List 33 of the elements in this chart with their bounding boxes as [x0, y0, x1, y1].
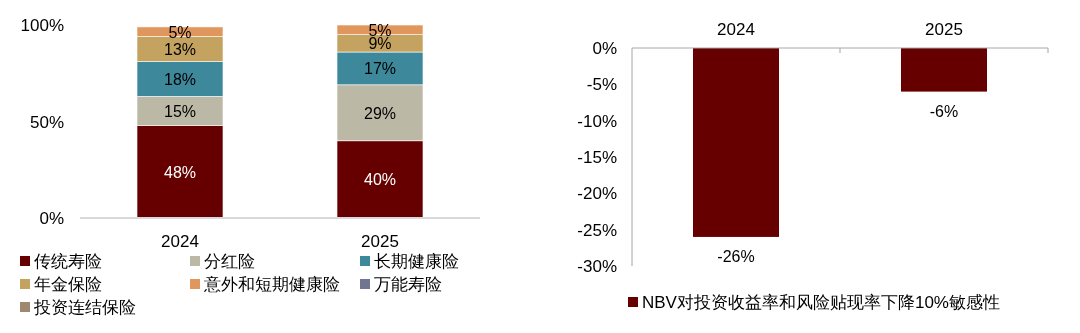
data-label: 18%	[163, 71, 197, 89]
data-label: 48%	[163, 163, 197, 181]
data-label: 5%	[168, 23, 192, 41]
x-tick-label: 2024	[717, 20, 755, 39]
y-tick-label: -10%	[577, 111, 617, 131]
x-tick-label: 2025	[925, 20, 963, 39]
x-tick-label: 2024	[161, 232, 199, 251]
y-tick-label: -20%	[577, 184, 617, 204]
y-tick-label: 100%	[20, 16, 64, 35]
data-label: -6%	[929, 102, 959, 120]
legend-label: 年金保险	[34, 275, 102, 294]
data-label: 13%	[163, 41, 197, 59]
data-label: 29%	[363, 104, 397, 122]
legend-label: 万能寿险	[374, 275, 442, 294]
data-label: 17%	[363, 60, 397, 78]
data-label: 40%	[363, 171, 397, 189]
legend-label: 意外和短期健康险	[203, 275, 340, 294]
legend-label: NBV对投资收益率和风险贴现率下降10%敏感性	[642, 293, 1000, 312]
y-tick-label: -5%	[586, 75, 617, 95]
data-label: 9%	[368, 35, 392, 53]
data-label: -26%	[717, 247, 755, 265]
y-tick-label: 0%	[39, 209, 64, 228]
legend-label: 长期健康险	[374, 252, 459, 271]
data-label: 15%	[163, 102, 197, 120]
y-tick-label: -15%	[577, 148, 617, 167]
y-tick-label: -25%	[577, 220, 617, 240]
y-tick-label: -30%	[577, 257, 617, 276]
legend-label: 传统寿险	[34, 252, 102, 271]
x-tick-label: 2025	[361, 232, 399, 251]
legend-label: 投资连结保险	[33, 298, 136, 317]
legend-label: 分红险	[204, 252, 255, 271]
y-tick-label: 0%	[592, 39, 617, 58]
y-tick-label: 50%	[29, 112, 64, 132]
